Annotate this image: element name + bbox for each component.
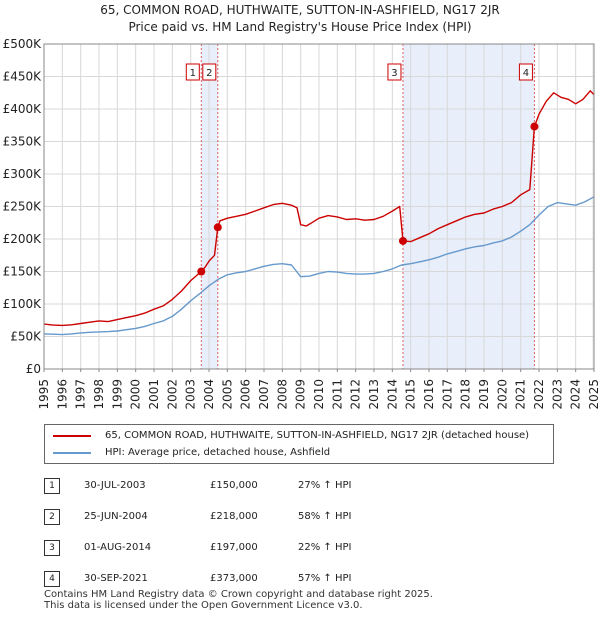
x-tick-label: 1999 (110, 379, 124, 410)
x-tick-label: 2001 (147, 379, 161, 410)
x-tick-label: 2004 (202, 379, 216, 410)
y-tick-label: £200K (3, 232, 43, 246)
x-tick-label: 2011 (330, 379, 344, 410)
x-tick-label: 2008 (275, 379, 289, 410)
legend-line-hpi (53, 452, 91, 454)
sale-date: 30-SEP-2021 (84, 573, 148, 584)
sale-point (197, 267, 206, 276)
chart-subtitle: Price paid vs. HM Land Registry's House … (128, 20, 471, 34)
chart-legend: 65, COMMON ROAD, HUTHWAITE, SUTTON-IN-AS… (44, 424, 554, 464)
x-tick-label: 2021 (514, 379, 528, 410)
sales-table: 1 30-JUL-2003 £150,000 27% ↑ HPI 2 25-JU… (44, 470, 418, 594)
sale-point (530, 122, 539, 131)
table-row: 2 25-JUN-2004 £218,000 58% ↑ HPI (44, 501, 418, 532)
sale-price: £373,000 (210, 573, 258, 584)
x-tick-label: 1998 (92, 379, 106, 410)
x-tick-label: 2014 (385, 379, 399, 410)
table-row: 1 30-JUL-2003 £150,000 27% ↑ HPI (44, 470, 418, 501)
sale-marker-badge: 2 (44, 508, 60, 525)
y-tick-label: £150K (3, 265, 43, 279)
sale-date: 30-JUL-2003 (84, 480, 146, 491)
sale-label-number: 4 (523, 68, 529, 79)
sale-marker-badge: 1 (44, 477, 60, 494)
x-tick-label: 2020 (495, 379, 509, 410)
sale-point (398, 236, 407, 245)
x-tick-label: 2016 (422, 379, 436, 410)
y-tick-label: £400K (3, 102, 43, 116)
sale-label-box (185, 63, 200, 81)
chart-title: 65, COMMON ROAD, HUTHWAITE, SUTTON-IN-AS… (100, 3, 499, 17)
x-tick-label: 2024 (569, 379, 583, 410)
y-tick-label: £100K (3, 297, 43, 311)
x-tick-label: 2017 (440, 379, 454, 410)
sale-label-box (202, 63, 217, 81)
sale-hpi-change: 57% ↑ HPI (298, 573, 352, 584)
footer-line-2: This data is licensed under the Open Gov… (44, 600, 363, 611)
y-tick-label: £50K (10, 330, 42, 344)
x-tick-label: 2023 (550, 379, 564, 410)
y-tick-label: £500K (3, 37, 43, 51)
x-tick-label: 2003 (184, 379, 198, 410)
legend-label-hpi: HPI: Average price, detached house, Ashf… (105, 447, 331, 458)
sale-label-box (518, 63, 533, 81)
x-tick-label: 2012 (349, 379, 363, 410)
sale-label-number: 1 (190, 68, 196, 79)
sale-hpi-change: 27% ↑ HPI (298, 480, 352, 491)
x-tick-label: 2005 (220, 379, 234, 410)
x-tick-label: 2019 (477, 379, 491, 410)
y-tick-label: £300K (3, 167, 43, 181)
table-row: 3 01-AUG-2014 £197,000 22% ↑ HPI (44, 532, 418, 563)
sale-date: 25-JUN-2004 (84, 511, 148, 522)
legend-line-property (53, 435, 91, 437)
y-tick-label: £350K (3, 135, 43, 149)
x-tick-label: 2007 (257, 379, 271, 410)
x-tick-label: 2006 (239, 379, 253, 410)
sale-date: 01-AUG-2014 (84, 542, 152, 553)
series-line-hpi (43, 196, 595, 336)
y-tick-label: £250K (3, 200, 43, 214)
sale-price: £218,000 (210, 511, 258, 522)
x-tick-label: 2013 (367, 379, 381, 410)
x-tick-label: 2018 (459, 379, 473, 410)
x-tick-label: 1996 (55, 379, 69, 410)
sale-label-number: 2 (206, 68, 212, 79)
x-tick-label: 2009 (294, 379, 308, 410)
sale-point (213, 223, 222, 232)
y-tick-label: £450K (3, 70, 43, 84)
sale-label-box (387, 63, 402, 81)
price-chart: 65, COMMON ROAD, HUTHWAITE, SUTTON-IN-AS… (3, 3, 600, 410)
y-tick-label: £0 (26, 362, 41, 376)
sale-price: £150,000 (210, 480, 258, 491)
x-tick-label: 2015 (404, 379, 418, 410)
sale-hpi-change: 58% ↑ HPI (298, 511, 352, 522)
sale-label-number: 3 (391, 68, 397, 79)
footer-line-1: Contains HM Land Registry data © Crown c… (44, 589, 433, 600)
series-line-property (43, 90, 595, 327)
x-tick-label: 2025 (587, 379, 600, 410)
footer-attribution: Contains HM Land Registry data © Crown c… (44, 589, 433, 611)
legend-label-property: 65, COMMON ROAD, HUTHWAITE, SUTTON-IN-AS… (105, 430, 530, 441)
x-tick-label: 2000 (129, 379, 143, 410)
sale-hpi-change: 22% ↑ HPI (298, 542, 352, 553)
x-tick-label: 2002 (165, 379, 179, 410)
x-tick-label: 1995 (37, 379, 51, 410)
x-tick-label: 1997 (74, 379, 88, 410)
sale-marker-badge: 3 (44, 539, 60, 556)
table-row: 4 30-SEP-2021 £373,000 57% ↑ HPI (44, 563, 418, 594)
sale-marker-badge: 4 (44, 570, 60, 587)
x-tick-label: 2010 (312, 379, 326, 410)
x-tick-label: 2022 (532, 379, 546, 410)
sale-price: £197,000 (210, 542, 258, 553)
